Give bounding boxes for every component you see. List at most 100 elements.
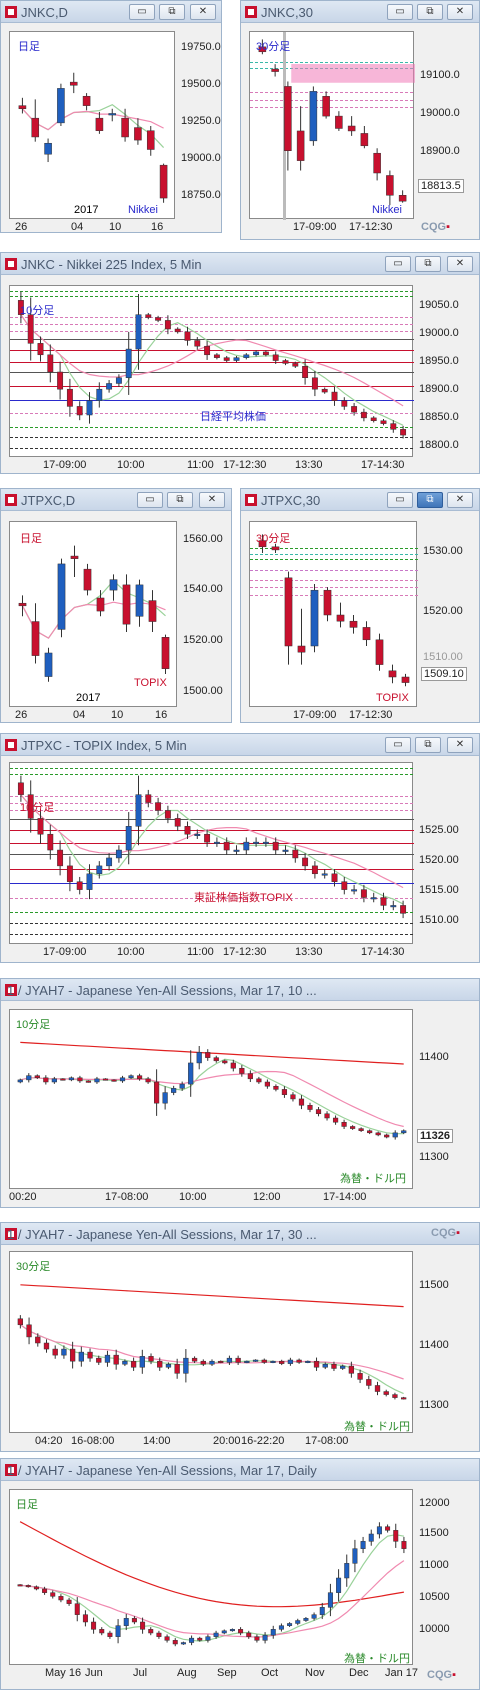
candle-down <box>148 1629 154 1634</box>
x-tick-label: 26 <box>15 709 28 721</box>
candle-up <box>344 1563 350 1579</box>
candle-down <box>271 68 279 72</box>
period-label: 10分足 <box>16 1019 51 1031</box>
candle-down <box>261 1359 267 1363</box>
period-label: 日足 <box>20 533 42 545</box>
candle-up <box>179 1083 185 1089</box>
minimize-icon: ▭ <box>137 6 147 17</box>
candle-down <box>296 130 305 161</box>
candle-down <box>247 1073 253 1080</box>
candle-up <box>86 873 93 890</box>
chart-plot[interactable]: 日足 為替・ドル円 <box>9 1489 413 1665</box>
candle-down <box>239 1067 245 1074</box>
chart-plot[interactable]: 10分足 日経平均株価 <box>9 285 414 457</box>
window-jnkc-daily[interactable]: JNKC,D ▭ ⧉ ✕ 日足 2017 Nikkei 19750.0 1950… <box>0 0 222 233</box>
title-bar[interactable]: 1 / JYAH7 - Japanese Yen-All Sessions, M… <box>1 1459 479 1481</box>
close-button[interactable]: ✕ <box>190 4 216 20</box>
title-bar[interactable]: JNKC,30 ▭ ⧉ ✕ <box>241 1 479 23</box>
restore-button[interactable]: ⧉ <box>417 4 443 20</box>
x-axis: 17-09:00 10:00 11:00 17-12:30 13:30 17-1… <box>9 457 413 473</box>
close-button[interactable]: ✕ <box>199 492 225 508</box>
close-icon: ✕ <box>455 6 465 17</box>
x-tick-label: 17-08:00 <box>305 1435 349 1447</box>
close-icon: ✕ <box>455 258 465 269</box>
close-button[interactable]: ✕ <box>447 737 473 753</box>
candle-down <box>281 1089 288 1095</box>
y-tick-label: 19100.0 <box>420 69 460 81</box>
chart-plot[interactable]: 日足 2017 Nikkei <box>9 31 175 219</box>
window-jnkc-30min[interactable]: JNKC,30 ▭ ⧉ ✕ 30分足 Nikkei 19100.0 19000.… <box>240 0 480 240</box>
window-topix-daily[interactable]: JTPXC,D ▭ ⧉ ✕ 日足 2017 TOPIX 1560.00 1540… <box>0 488 232 723</box>
minimize-button[interactable]: ▭ <box>385 256 411 272</box>
restore-button[interactable]: ⧉ <box>167 492 193 508</box>
minimize-button[interactable]: ▭ <box>385 737 411 753</box>
window-topix-30min[interactable]: JTPXC,30 ▭ ⧉ ✕ 30分足 TOPIX 1530.00 1520.0… <box>240 488 480 723</box>
y-tick-label: 18850.0 <box>419 411 459 423</box>
candle-down <box>91 1621 97 1630</box>
chart-plot[interactable]: 30分足 TOPIX <box>249 521 418 707</box>
minimize-icon: ▭ <box>393 258 403 269</box>
minimize-button[interactable]: ▭ <box>387 4 413 20</box>
restore-icon: ⧉ <box>426 6 434 17</box>
candle-up <box>209 1360 215 1365</box>
window-title: 1 / JYAH7 - Japanese Yen-All Sessions, M… <box>7 1227 317 1242</box>
candle-down <box>102 1078 109 1081</box>
title-bar[interactable]: JNKC - Nikkei 225 Index, 5 Min ▭ ⧉ ✕ <box>1 253 479 275</box>
title-bar[interactable]: JNKC,D ▭ ⧉ ✕ <box>1 1 221 23</box>
minimize-button[interactable]: ▭ <box>387 492 413 508</box>
title-bar[interactable]: 1 / JYAH7 - Japanese Yen-All Sessions, M… <box>1 1223 479 1245</box>
cqg-logo-text: CQG <box>427 1669 453 1681</box>
candle-down <box>380 897 387 906</box>
title-bar[interactable]: JTPXC,D ▭ ⧉ ✕ <box>1 489 231 511</box>
window-yen-30min[interactable]: 1 / JYAH7 - Japanese Yen-All Sessions, M… <box>0 1222 480 1452</box>
candle-up <box>115 1625 121 1637</box>
chart-plot[interactable]: 日足 2017 TOPIX <box>9 521 177 707</box>
x-tick-label: 17-12:30 <box>349 709 393 721</box>
window-title: JNKC,D <box>21 5 68 20</box>
minimize-button[interactable]: ▭ <box>129 4 155 20</box>
window-topix-5min[interactable]: JTPXC - TOPIX Index, 5 Min ▭ ⧉ ✕ 10分足 東証… <box>0 733 480 963</box>
candle-up <box>351 889 358 892</box>
title-bar[interactable]: JTPXC - TOPIX Index, 5 Min ▭ ⧉ ✕ <box>1 734 479 756</box>
candle-down <box>154 1081 160 1104</box>
window-yen-daily[interactable]: 1 / JYAH7 - Japanese Yen-All Sessions, M… <box>0 1458 480 1690</box>
x-tick-label: 12:00 <box>253 1191 281 1203</box>
candle-up <box>360 1541 366 1549</box>
chart-plot[interactable]: 30分足 為替・ドル円 <box>9 1251 413 1433</box>
x-tick-label: 04 <box>73 709 86 721</box>
candle-down <box>296 1359 302 1363</box>
chart-plot[interactable]: 30分足 Nikkei <box>249 31 415 220</box>
candle-down <box>400 429 407 436</box>
candle-up <box>336 1577 342 1593</box>
chart-plot[interactable]: 10分足 為替・ドル円 <box>9 1009 413 1189</box>
window-nikkei-5min[interactable]: JNKC - Nikkei 225 Index, 5 Min ▭ ⧉ ✕ 10分… <box>0 252 480 474</box>
minimize-button[interactable]: ▭ <box>137 492 163 508</box>
candle-down <box>131 1618 137 1623</box>
candle-up <box>104 1354 111 1363</box>
candle-down <box>375 1132 381 1136</box>
chart-plot[interactable]: 10分足 東証株価指数TOPIX <box>9 762 414 944</box>
close-button[interactable]: ✕ <box>447 256 473 272</box>
candle-down <box>31 117 40 138</box>
candle-down <box>386 175 394 196</box>
restore-button[interactable]: ⧉ <box>159 4 185 20</box>
title-bar[interactable]: JTPXC,30 ▭ ⧉ ✕ <box>241 489 479 511</box>
candle-down <box>390 423 397 430</box>
restore-button[interactable]: ⧉ <box>415 256 441 272</box>
y-tick-label: 18750.0 <box>181 189 221 201</box>
close-button[interactable]: ✕ <box>447 492 473 508</box>
candle-down <box>69 81 78 86</box>
candle-down <box>164 320 171 330</box>
candle-down <box>213 354 220 358</box>
candle-down <box>393 1530 399 1542</box>
candle-down <box>384 1134 390 1138</box>
restore-button[interactable]: ⧉ <box>417 492 443 508</box>
window-yen-10min[interactable]: 1 / JYAH7 - Japanese Yen-All Sessions, M… <box>0 978 480 1208</box>
title-bar[interactable]: 1 / JYAH7 - Japanese Yen-All Sessions, M… <box>1 979 479 1001</box>
close-button[interactable]: ✕ <box>447 4 473 20</box>
candle-down <box>174 818 181 827</box>
candle-down <box>107 1632 113 1637</box>
restore-button[interactable]: ⧉ <box>415 737 441 753</box>
candle-up <box>194 833 201 836</box>
x-tick-label: 17-08:00 <box>105 1191 149 1203</box>
